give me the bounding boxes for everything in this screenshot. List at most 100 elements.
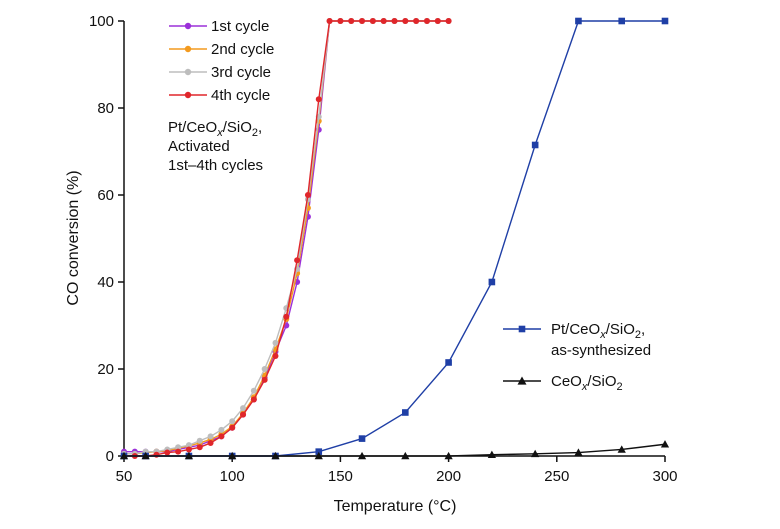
data-point [207,433,214,440]
data-point [326,18,333,24]
data-point [315,96,322,103]
annotation-line-3: 1st–4th cycles [168,157,263,174]
axes: 0 20 40 60 80 100 50 100 150 200 250 300 [89,13,678,485]
series-5 [119,440,670,460]
data-point [175,444,182,451]
x-tick-label: 150 [328,468,353,485]
legend-marker [184,68,192,76]
data-point [119,451,129,460]
y-tick-label: 80 [97,100,114,117]
series-line [124,443,666,457]
data-point [153,451,160,458]
data-point [488,278,496,286]
data-point [315,448,323,455]
data-point [413,18,420,24]
annotation-line-1: Pt/CeOx/SiO2, [168,119,262,139]
data-point [358,435,366,442]
data-point [228,451,237,460]
y-tick-label: 60 [97,187,114,204]
data-point [250,396,257,403]
series-2 [121,18,452,457]
data-point [369,18,376,24]
data-point [445,359,452,366]
data-point [175,448,182,455]
series-1 [121,18,452,457]
data-point [185,446,192,453]
data-point [304,192,311,198]
data-point [141,451,150,460]
legend-label-2nd-cycle: 2nd cycle [211,41,274,58]
series-line [124,20,449,457]
chart-labels: Temperature (°C) CO conversion (%) Pt/Ce… [65,18,651,515]
series-4 [120,17,669,460]
data-point [261,376,268,383]
data-point [229,418,236,425]
legend-marker [184,22,192,30]
data-point [402,18,409,24]
data-point [218,433,225,440]
data-point [444,451,453,460]
x-tick-label: 100 [220,468,245,485]
data-point [661,17,669,25]
series-line [124,20,449,453]
legend-marker [518,325,526,333]
legend-marker [517,376,527,385]
data-point [660,440,670,448]
data-point [314,451,323,460]
data-point [618,17,626,25]
data-point [283,313,290,320]
data-point [359,18,366,24]
data-point [218,426,225,433]
data-point [337,18,344,24]
annotation-line-2: Activated [168,138,230,155]
data-point [272,339,279,346]
data-point [196,437,203,444]
data-point [196,444,203,451]
x-tick-label: 200 [436,468,461,485]
data-point [294,257,301,264]
data-point [423,18,430,24]
legend-label-3rd-cycle: 3rd cycle [211,64,271,81]
legend-label-ceox-sio2: CeOx/SiO2 [551,373,623,393]
data-point [391,18,398,24]
x-tick-label: 50 [116,468,133,485]
data-point [348,18,355,24]
data-point [229,424,236,431]
x-tick-label: 250 [544,468,569,485]
data-point [164,449,171,456]
data-point [487,450,497,458]
data-point [240,405,247,412]
legend-label-4th-cycle: 4th cycle [211,87,270,104]
legend-label-as-synthesized: Pt/CeOx/SiO2, [551,321,645,341]
data-series [119,17,670,460]
legend-marker [184,45,192,53]
legend-label-as-synthesized-line-2: as-synthesized [551,342,651,359]
y-tick-label: 20 [97,361,114,378]
data-point [434,18,441,24]
data-point [185,442,192,449]
series-0 [121,18,452,455]
data-point [402,409,409,416]
series-line [124,20,449,455]
data-point [575,17,582,25]
data-point [531,449,540,458]
data-point [261,366,268,372]
data-point [531,141,539,149]
data-point [250,387,257,394]
series-line [124,20,449,455]
data-point [380,18,387,24]
data-point [207,439,214,446]
data-point [272,352,279,359]
data-point [240,411,247,418]
data-point [184,451,194,460]
data-point [401,451,410,460]
series-3 [121,18,452,459]
data-point [357,451,367,460]
data-point [617,445,626,453]
legend-marker [184,91,192,99]
y-tick-label: 100 [89,13,114,30]
x-axis-title: Temperature (°C) [334,498,457,515]
legend-markers [169,22,541,385]
data-point [445,18,452,24]
